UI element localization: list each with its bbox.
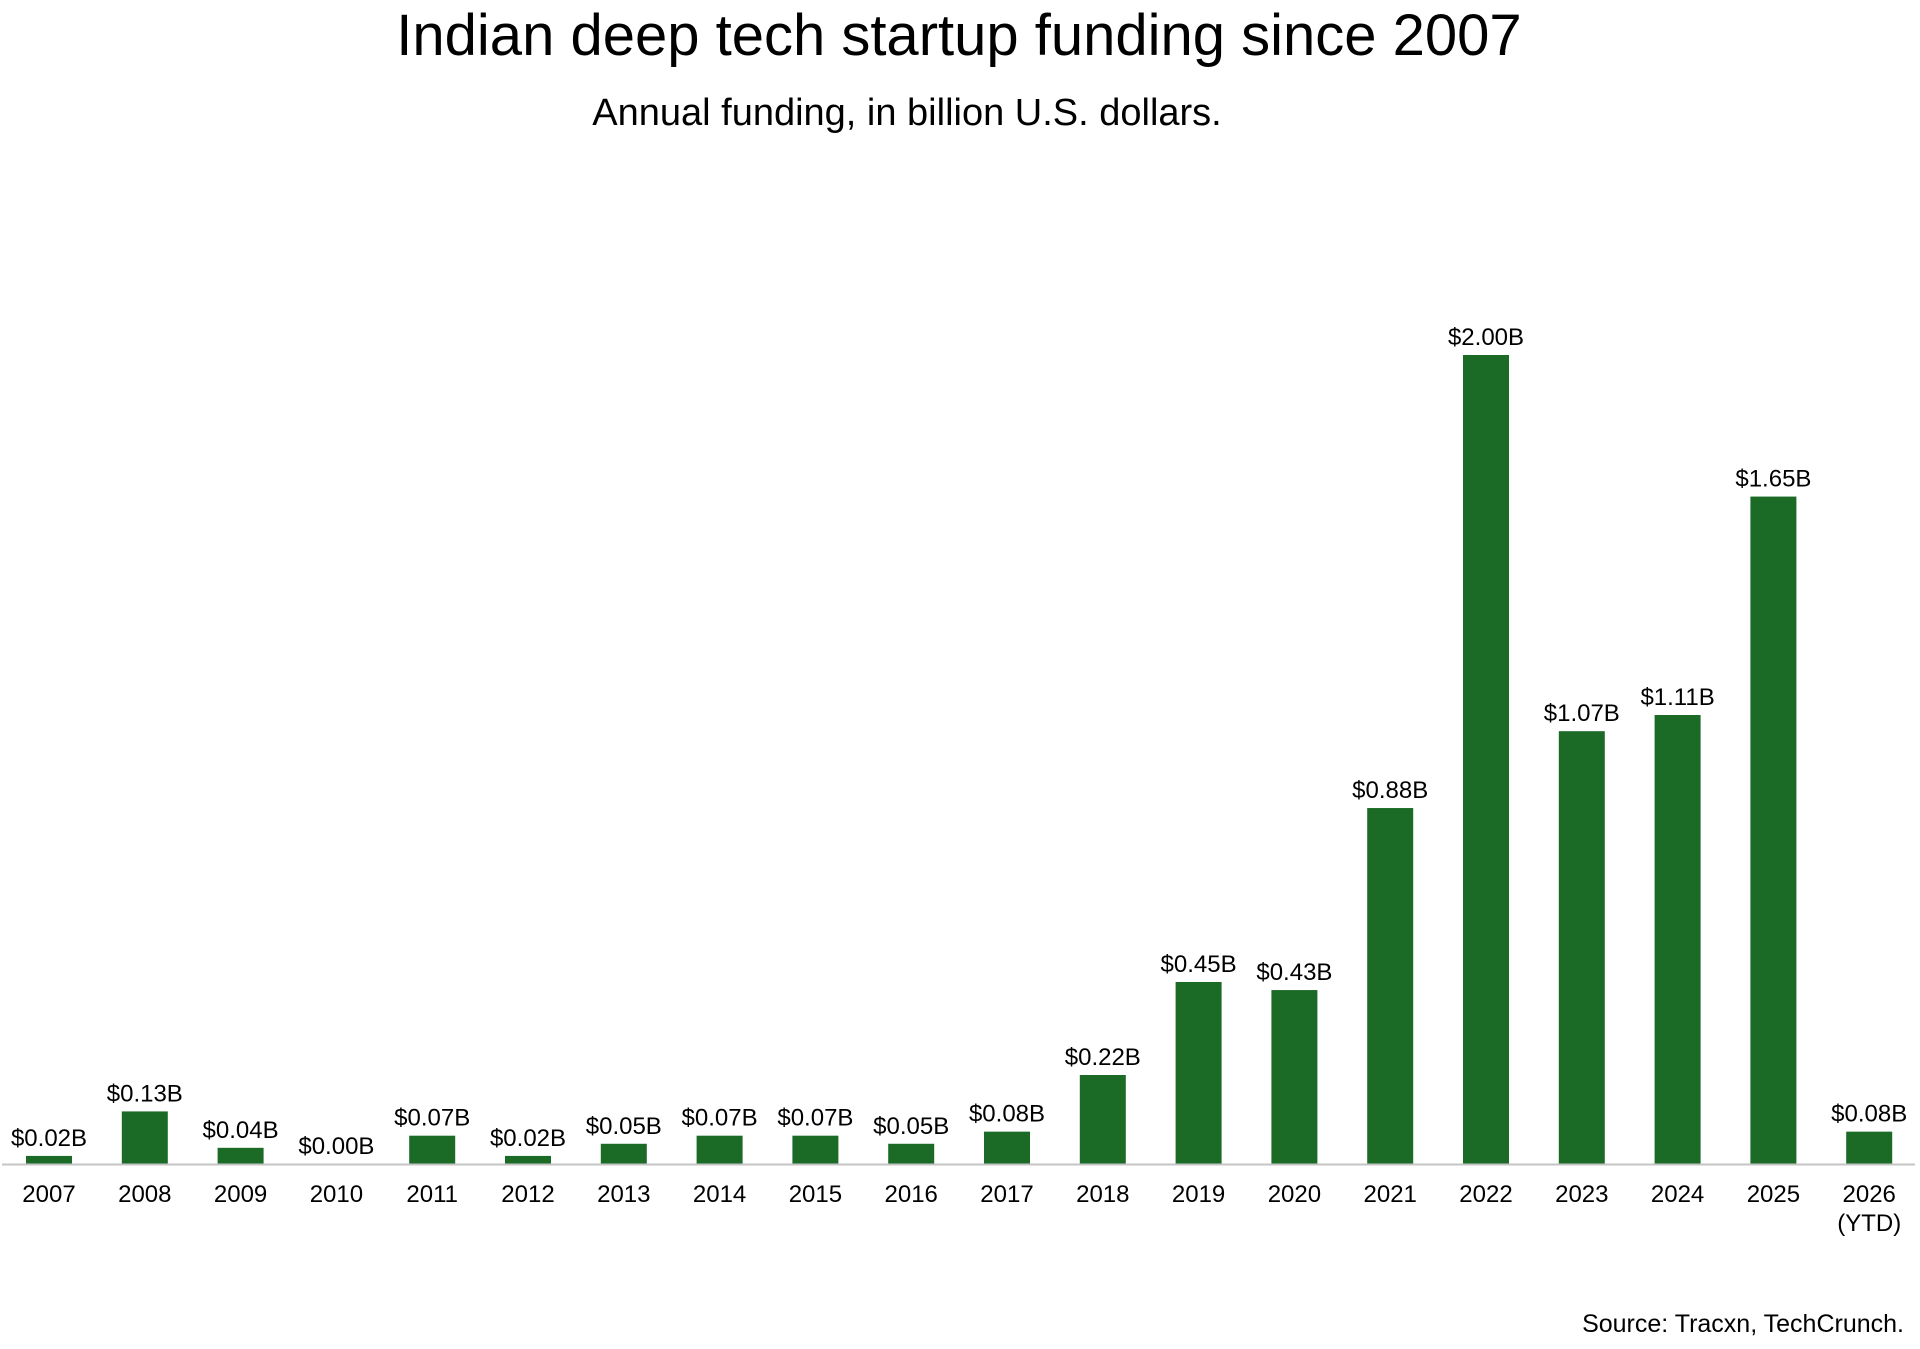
bar-6 bbox=[600, 1143, 647, 1164]
x-tick-label-19: 2026 (YTD) bbox=[1837, 1181, 1901, 1237]
data-label-2: $0.04B bbox=[203, 1117, 279, 1144]
data-label-18: $1.65B bbox=[1735, 466, 1811, 493]
data-label-8: $0.07B bbox=[777, 1105, 853, 1132]
x-tick-label-2: 2009 bbox=[214, 1181, 267, 1208]
x-tick-label-16: 2023 bbox=[1555, 1181, 1608, 1208]
bar-16 bbox=[1558, 731, 1605, 1164]
bar-8 bbox=[792, 1135, 839, 1164]
data-label-17: $1.11B bbox=[1640, 684, 1714, 711]
x-tick-label-14: 2021 bbox=[1364, 1181, 1417, 1208]
data-label-12: $0.45B bbox=[1161, 951, 1237, 978]
x-tick-label-11: 2018 bbox=[1076, 1181, 1129, 1208]
data-label-5: $0.02B bbox=[490, 1125, 566, 1152]
x-tick-label-3: 2010 bbox=[310, 1181, 363, 1208]
bar-17 bbox=[1654, 715, 1701, 1164]
x-tick-label-15: 2022 bbox=[1459, 1181, 1512, 1208]
bar-12 bbox=[1175, 981, 1222, 1164]
x-tick-label-8: 2015 bbox=[789, 1181, 842, 1208]
bar-14 bbox=[1367, 808, 1414, 1164]
data-label-11: $0.22B bbox=[1065, 1044, 1141, 1071]
x-tick-label-18: 2025 bbox=[1747, 1181, 1800, 1208]
chart-subtitle: Annual funding, in billion U.S. dollars. bbox=[592, 92, 1222, 134]
x-tick-label-5: 2012 bbox=[501, 1181, 554, 1208]
bar-0 bbox=[26, 1155, 72, 1164]
data-label-1: $0.13B bbox=[107, 1080, 183, 1107]
data-label-16: $1.07B bbox=[1544, 700, 1620, 727]
source-note: Source: Tracxn, TechCrunch. bbox=[1582, 1310, 1904, 1338]
x-tick-label-12: 2019 bbox=[1172, 1181, 1225, 1208]
data-label-6: $0.05B bbox=[586, 1113, 662, 1140]
bar-2 bbox=[217, 1147, 264, 1164]
bar-10 bbox=[984, 1131, 1030, 1164]
data-label-10: $0.08B bbox=[969, 1101, 1045, 1128]
x-tick-label-1: 2008 bbox=[118, 1181, 171, 1208]
bar-7 bbox=[696, 1135, 743, 1164]
x-tick-label-7: 2014 bbox=[693, 1181, 746, 1208]
bar-19 bbox=[1846, 1131, 1893, 1164]
x-tick-label-0: 2007 bbox=[22, 1181, 75, 1208]
bar-5 bbox=[505, 1155, 551, 1164]
data-label-3: $0.00B bbox=[298, 1133, 374, 1160]
data-label-4: $0.07B bbox=[394, 1105, 470, 1132]
x-tick-label-10: 2017 bbox=[980, 1181, 1033, 1208]
x-tick-label-13: 2020 bbox=[1268, 1181, 1321, 1208]
x-tick-label-17: 2024 bbox=[1651, 1181, 1704, 1208]
chart-title: Indian deep tech startup funding since 2… bbox=[396, 3, 1522, 68]
data-label-14: $0.88B bbox=[1352, 777, 1428, 804]
bar-13 bbox=[1271, 990, 1318, 1164]
bar-18 bbox=[1750, 496, 1797, 1164]
data-label-0: $0.02B bbox=[11, 1125, 87, 1152]
data-label-15: $2.00B bbox=[1448, 324, 1524, 351]
bar-1 bbox=[121, 1111, 168, 1164]
data-label-13: $0.43B bbox=[1256, 959, 1332, 986]
data-label-9: $0.05B bbox=[873, 1113, 949, 1140]
x-tick-label-9: 2016 bbox=[885, 1181, 938, 1208]
bar-11 bbox=[1079, 1075, 1126, 1164]
x-tick-label-6: 2013 bbox=[597, 1181, 650, 1208]
data-label-7: $0.07B bbox=[682, 1105, 758, 1132]
x-tick-label-4: 2011 bbox=[406, 1181, 458, 1208]
bar-9 bbox=[888, 1143, 935, 1164]
data-label-19: $0.08B bbox=[1831, 1101, 1907, 1128]
bar-4 bbox=[409, 1135, 456, 1164]
bar-15 bbox=[1463, 355, 1509, 1164]
